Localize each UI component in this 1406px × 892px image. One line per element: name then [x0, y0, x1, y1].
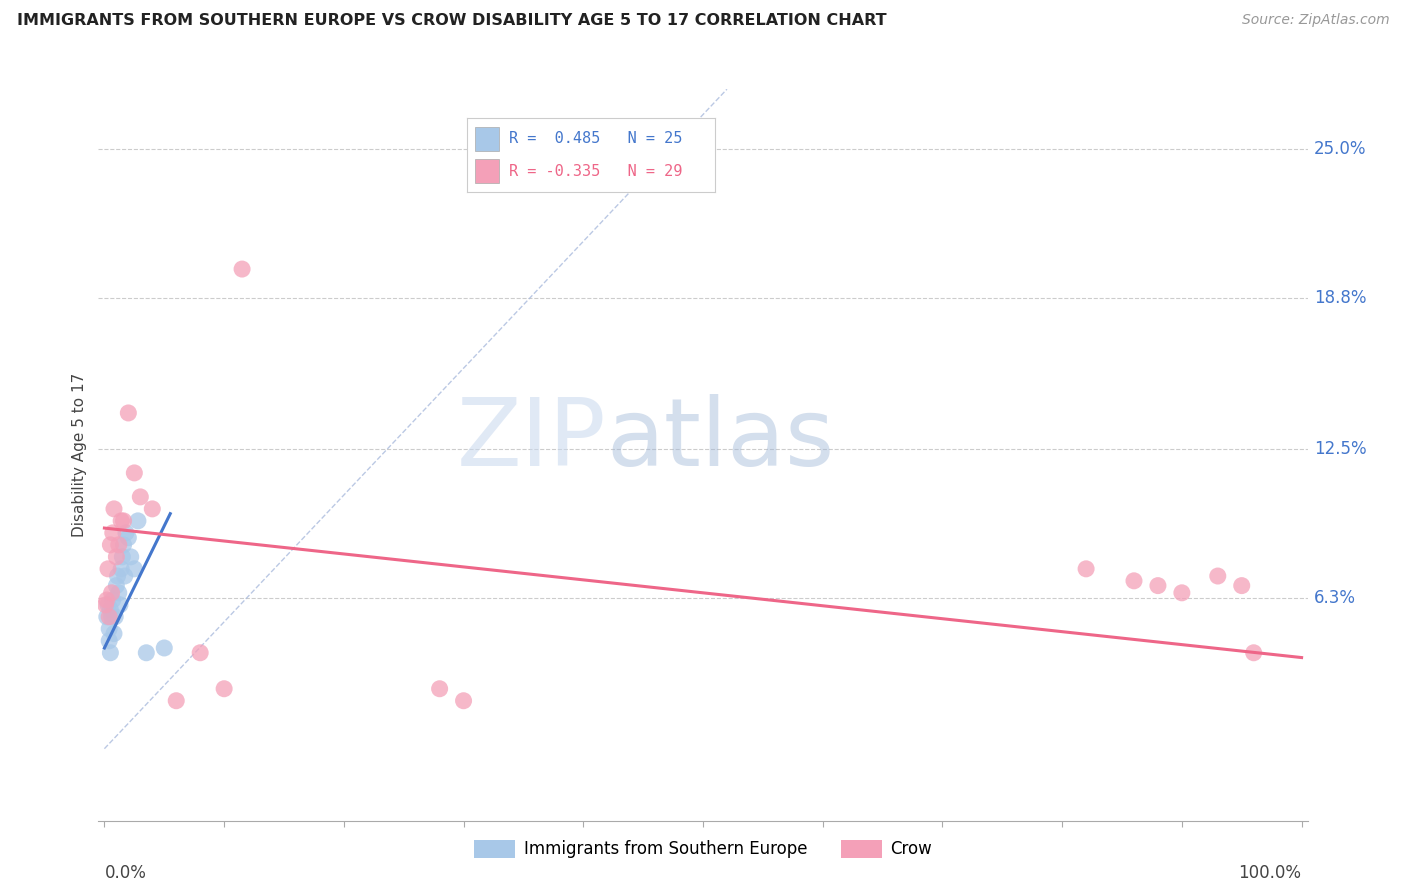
- Point: [115, 525, 138, 540]
- Point: [100, 538, 122, 552]
- Point: [94, 598, 117, 612]
- Text: 12.5%: 12.5%: [1313, 440, 1367, 458]
- Point: [107, 569, 129, 583]
- Text: 0.0%: 0.0%: [104, 863, 146, 882]
- Text: ZIP: ZIP: [457, 394, 606, 486]
- Point: [98, 622, 121, 636]
- Point: [1147, 579, 1170, 593]
- Point: [212, 681, 235, 696]
- Point: [100, 602, 122, 616]
- Point: [101, 593, 124, 607]
- Point: [135, 646, 157, 660]
- Point: [108, 598, 131, 612]
- Point: [1171, 586, 1194, 600]
- Point: [453, 694, 475, 708]
- Point: [97, 562, 120, 576]
- Text: Source: ZipAtlas.com: Source: ZipAtlas.com: [1241, 13, 1389, 28]
- Point: [101, 525, 124, 540]
- Point: [231, 262, 253, 277]
- Point: [127, 514, 149, 528]
- Point: [100, 586, 122, 600]
- Point: [153, 640, 176, 655]
- Point: [96, 609, 118, 624]
- Legend: Immigrants from Southern Europe, Crow: Immigrants from Southern Europe, Crow: [467, 833, 939, 865]
- Point: [165, 694, 187, 708]
- Point: [110, 562, 132, 576]
- Point: [96, 593, 118, 607]
- Point: [98, 633, 121, 648]
- Point: [103, 501, 125, 516]
- Point: [105, 579, 128, 593]
- Point: [100, 646, 122, 660]
- Point: [129, 490, 152, 504]
- Point: [105, 549, 128, 564]
- Point: [97, 598, 120, 612]
- Point: [141, 501, 163, 516]
- Point: [1243, 646, 1265, 660]
- Point: [111, 549, 134, 564]
- Point: [124, 562, 146, 576]
- Text: 100.0%: 100.0%: [1239, 863, 1302, 882]
- Text: atlas: atlas: [606, 394, 835, 486]
- Point: [107, 538, 129, 552]
- Point: [1123, 574, 1146, 588]
- Point: [124, 466, 146, 480]
- Point: [120, 549, 142, 564]
- Text: IMMIGRANTS FROM SOUTHERN EUROPE VS CROW DISABILITY AGE 5 TO 17 CORRELATION CHART: IMMIGRANTS FROM SOUTHERN EUROPE VS CROW …: [17, 13, 887, 29]
- Point: [117, 406, 139, 420]
- Point: [98, 609, 121, 624]
- Point: [1074, 562, 1097, 576]
- Point: [104, 609, 127, 624]
- Point: [114, 569, 136, 583]
- Point: [107, 586, 129, 600]
- Point: [1206, 569, 1229, 583]
- Point: [112, 538, 135, 552]
- Point: [100, 609, 122, 624]
- Point: [188, 646, 211, 660]
- Point: [112, 514, 135, 528]
- Point: [117, 531, 139, 545]
- Text: 25.0%: 25.0%: [1313, 140, 1367, 158]
- Text: 18.8%: 18.8%: [1313, 289, 1367, 307]
- Y-axis label: Disability Age 5 to 17: Disability Age 5 to 17: [72, 373, 87, 537]
- Text: 6.3%: 6.3%: [1313, 589, 1355, 607]
- Point: [103, 626, 125, 640]
- Point: [110, 514, 132, 528]
- Point: [1230, 579, 1253, 593]
- Point: [429, 681, 451, 696]
